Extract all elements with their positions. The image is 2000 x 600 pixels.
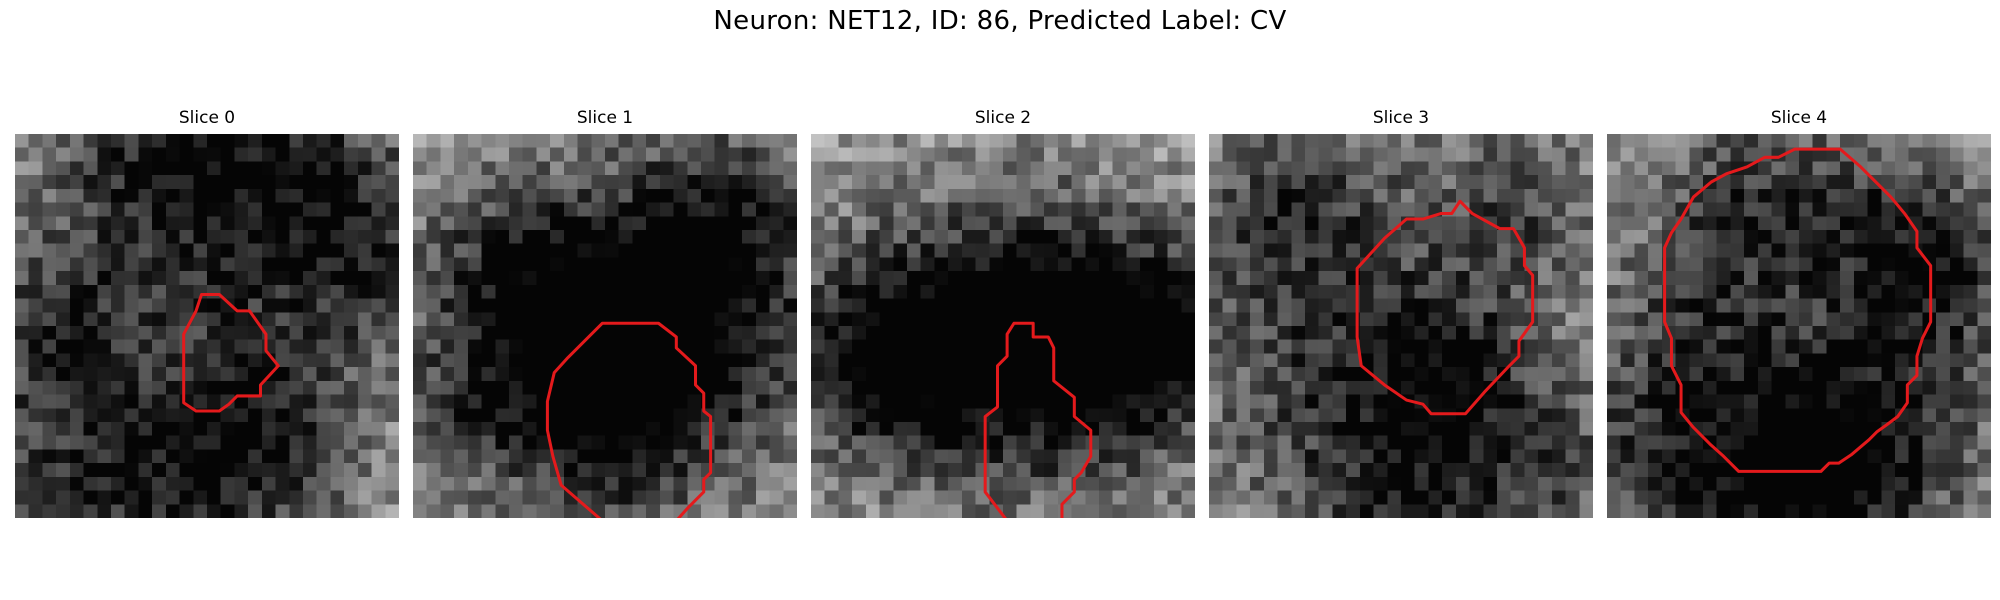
roi-contour bbox=[1663, 147, 1933, 473]
slice-canvas-3 bbox=[1209, 134, 1593, 518]
pixel-grid bbox=[15, 134, 399, 518]
slice-image-2 bbox=[811, 134, 1195, 518]
slice-image-3 bbox=[1209, 134, 1593, 518]
pixel-grid bbox=[1607, 134, 1991, 518]
slice-title-1: Slice 1 bbox=[576, 108, 634, 128]
slice-canvas-4 bbox=[1607, 134, 1991, 518]
slice-title-4: Slice 4 bbox=[1770, 108, 1828, 128]
slice-title-2: Slice 2 bbox=[974, 108, 1032, 128]
slice-title-0: Slice 0 bbox=[178, 108, 236, 128]
pixel-grid bbox=[413, 134, 797, 518]
figure-title: Neuron: NET12, ID: 86, Predicted Label: … bbox=[713, 6, 1287, 36]
pixel-grid bbox=[811, 134, 1195, 518]
slice-canvas-2 bbox=[811, 134, 1195, 518]
roi-contour bbox=[1355, 199, 1535, 416]
slice-canvas-0 bbox=[15, 134, 399, 518]
slice-title-3: Slice 3 bbox=[1372, 108, 1430, 128]
roi-contour bbox=[983, 321, 1093, 518]
pixel-grid bbox=[1209, 134, 1593, 518]
slice-image-1 bbox=[413, 134, 797, 518]
slice-image-4 bbox=[1607, 134, 1991, 518]
slice-image-0 bbox=[15, 134, 399, 518]
roi-contour bbox=[182, 292, 280, 413]
slice-canvas-1 bbox=[413, 134, 797, 518]
roi-contour bbox=[545, 321, 713, 518]
